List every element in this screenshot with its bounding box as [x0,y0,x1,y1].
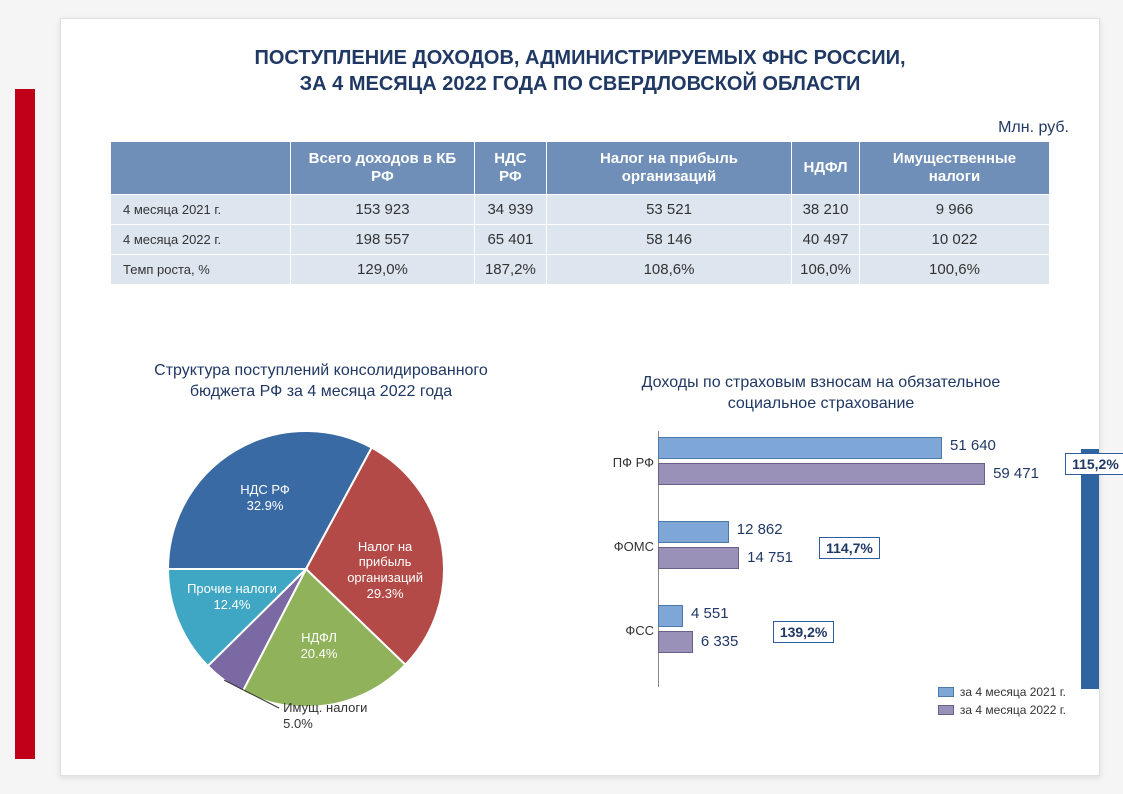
bar-value-2021: 12 862 [737,521,783,538]
growth-badge: 115,2% [1065,453,1123,475]
legend-swatch-2022 [938,705,954,715]
legend-item: за 4 месяца 2021 г. [938,685,1066,699]
bar-2022 [658,547,739,569]
cell: 198 557 [291,225,475,255]
cell: 65 401 [474,225,546,255]
pie-chart: НДС РФ32.9% Налог на прибыль организаций2… [156,419,456,719]
bar-2022 [658,631,693,653]
page-title: ПОСТУПЛЕНИЕ ДОХОДОВ, АДМИНИСТРИРУЕМЫХ ФН… [61,19,1099,97]
bar-value-2022: 6 335 [701,633,739,650]
pie-slice-label: Налог на прибыль организаций29.3% [330,539,440,601]
cell: 108,6% [546,255,791,285]
th-blank [111,142,291,195]
legend-label: за 4 месяца 2022 г. [960,703,1066,717]
bar-2021 [658,605,683,627]
growth-badge: 114,7% [819,537,880,559]
row-label: 4 месяца 2022 г. [111,225,291,255]
pie-slice-label: НДФЛ20.4% [264,630,374,661]
bar-category-label: ФСС [596,623,654,638]
table-row: Темп роста, % 129,0% 187,2% 108,6% 106,0… [111,255,1050,285]
th-total: Всего доходов в КБ РФ [291,142,475,195]
legend-label: за 4 месяца 2021 г. [960,685,1066,699]
cell: 100,6% [859,255,1049,285]
table-row: 4 месяца 2022 г. 198 557 65 401 58 146 4… [111,225,1050,255]
cell: 10 022 [859,225,1049,255]
cell: 40 497 [792,225,860,255]
bar-value-2021: 51 640 [950,437,996,454]
bar-group: ПФ РФ51 64059 471115,2% [596,427,1066,499]
slide: ПОСТУПЛЕНИЕ ДОХОДОВ, АДМИНИСТРИРУЕМЫХ ФН… [60,18,1100,776]
bar-2021 [658,521,729,543]
cell: 129,0% [291,255,475,285]
row-label: 4 месяца 2021 г. [111,195,291,225]
bar-value-2022: 59 471 [993,465,1039,482]
th-profit: Налог на прибыль организаций [546,142,791,195]
cell: 58 146 [546,225,791,255]
row-label: Темп роста, % [111,255,291,285]
accent-bar-right [1081,449,1099,689]
bar-value-2021: 4 551 [691,605,729,622]
cell: 153 923 [291,195,475,225]
units-label: Млн. руб. [998,119,1069,137]
th-prop: Имущественные налоги [859,142,1049,195]
pie-slice-label: Прочие налоги12.4% [177,581,287,612]
revenue-table: Всего доходов в КБ РФ НДС РФ Налог на пр… [110,141,1050,285]
table-header-row: Всего доходов в КБ РФ НДС РФ Налог на пр… [111,142,1050,195]
pie-chart-title: Структура поступлений консолидированного… [121,361,521,403]
pie-slice-label: НДС РФ32.9% [210,482,320,513]
bar-category-label: ФОМС [596,539,654,554]
bar-2021 [658,437,942,459]
legend-item: за 4 месяца 2022 г. [938,703,1066,717]
bar-chart-title: Доходы по страховым взносам на обязатель… [621,373,1021,415]
bar-group: ФОМС 12 862 14 751 114,7% [596,511,1066,583]
bar-value-2022: 14 751 [747,549,793,566]
growth-badge: 139,2% [773,621,834,643]
cell: 106,0% [792,255,860,285]
title-line-1: ПОСТУПЛЕНИЕ ДОХОДОВ, АДМИНИСТРИРУЕМЫХ ФН… [61,45,1099,71]
cell: 9 966 [859,195,1049,225]
accent-bar-left [15,89,35,759]
bar-group: ФСС 4 551 6 335 139,2% [596,595,1066,667]
cell: 38 210 [792,195,860,225]
cell: 53 521 [546,195,791,225]
cell: 34 939 [474,195,546,225]
th-ndfl: НДФЛ [792,142,860,195]
bar-2022 [658,463,985,485]
pie-callout-label: Имущ. налоги5.0% [283,700,367,731]
title-line-2: ЗА 4 МЕСЯЦА 2022 ГОДА ПО СВЕРДЛОВСКОЙ ОБ… [61,71,1099,97]
bar-chart: ПФ РФ51 64059 471115,2%ФОМС12 86214 7511… [596,427,1066,717]
legend-swatch-2021 [938,687,954,697]
th-nds: НДС РФ [474,142,546,195]
bar-category-label: ПФ РФ [596,455,654,470]
bar-legend: за 4 месяца 2021 г. за 4 месяца 2022 г. [938,681,1066,717]
table-row: 4 месяца 2021 г. 153 923 34 939 53 521 3… [111,195,1050,225]
cell: 187,2% [474,255,546,285]
